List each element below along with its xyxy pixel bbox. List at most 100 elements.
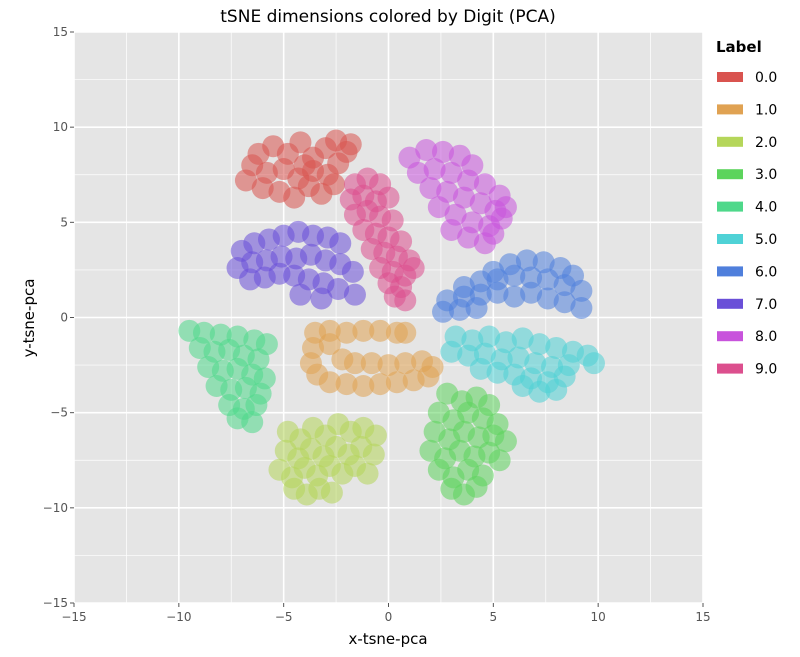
legend-title: Label (716, 38, 762, 56)
data-point (245, 394, 268, 417)
data-point (341, 260, 364, 283)
chart-title: tSNE dimensions colored by Digit (PCA) (220, 7, 555, 27)
legend-swatch (717, 266, 743, 277)
legend-label: 5.0 (755, 232, 777, 248)
data-point (329, 232, 352, 255)
tick-labels: −15−15 −10 −10 −5 −5 0 0 5 5 10 10 15 15 (43, 25, 711, 624)
y-tick-label: 5 (60, 215, 68, 229)
data-point (553, 274, 576, 297)
data-point (457, 169, 480, 192)
data-point (482, 222, 505, 245)
data-point (503, 285, 526, 308)
legend-swatch (717, 363, 743, 374)
y-tick-label: −15 (43, 596, 68, 610)
data-point (360, 352, 383, 375)
legend-label: 8.0 (755, 329, 777, 345)
data-point (469, 357, 492, 380)
data-point (511, 327, 534, 350)
series-4.0 (178, 319, 278, 434)
y-tick-label: 15 (53, 25, 68, 39)
x-tick-label: 0 (385, 610, 393, 624)
data-point (318, 371, 341, 394)
legend-label: 4.0 (755, 200, 777, 216)
data-point (362, 443, 385, 466)
x-tick-label: 15 (695, 610, 710, 624)
legend-swatch (717, 72, 743, 82)
data-point (293, 154, 316, 177)
legend-label: 2.0 (755, 135, 777, 151)
data-point (289, 283, 312, 306)
data-point (440, 161, 463, 184)
legend-label: 3.0 (755, 167, 777, 183)
y-tick-label: 0 (60, 311, 68, 325)
data-point (488, 449, 511, 472)
x-tick-label: −15 (61, 610, 86, 624)
data-point (528, 380, 551, 403)
x-tick-label: 10 (591, 610, 606, 624)
data-point (352, 375, 375, 398)
series-8.0 (398, 139, 517, 255)
legend-label: 0.0 (755, 70, 777, 86)
data-point (432, 140, 455, 163)
data-point (570, 296, 593, 319)
data-point (528, 333, 551, 356)
data-point (520, 281, 543, 304)
data-point (452, 186, 475, 209)
series-7.0 (226, 220, 366, 310)
data-point (356, 462, 379, 485)
series-9.0 (339, 167, 425, 312)
data-point (339, 133, 362, 156)
data-point (478, 325, 501, 348)
series-1.0 (299, 319, 444, 398)
data-point (545, 336, 568, 359)
data-point (440, 340, 463, 363)
series-2.0 (268, 413, 387, 506)
data-point (570, 279, 593, 302)
data-point (318, 333, 341, 356)
legend-label: 7.0 (755, 297, 777, 313)
data-point (381, 209, 404, 232)
data-points (178, 129, 605, 506)
data-point (515, 249, 538, 272)
data-point (406, 161, 429, 184)
data-point (289, 131, 312, 154)
y-tick-label: −10 (43, 501, 68, 515)
series-5.0 (440, 325, 605, 403)
data-point (343, 283, 366, 306)
legend-swatch (717, 201, 743, 212)
data-point (335, 373, 358, 396)
data-point (369, 373, 392, 396)
data-point (377, 354, 400, 377)
data-point (251, 177, 274, 200)
data-point (457, 226, 480, 249)
legend: 0.0 1.0 2.0 3.0 4.0 5.0 6.0 7.0 8.0 9.0 (717, 70, 777, 378)
data-point (335, 321, 358, 344)
data-point (394, 321, 417, 344)
x-tick-label: −10 (166, 610, 191, 624)
legend-swatch (717, 136, 743, 147)
data-point (320, 481, 343, 504)
data-point (520, 266, 543, 289)
data-point (369, 319, 392, 342)
data-point (402, 257, 425, 280)
data-point (247, 142, 270, 165)
x-axis-label: x-tsne-pca (348, 630, 427, 648)
y-tick-label: 10 (53, 120, 68, 134)
legend-label: 6.0 (755, 264, 777, 280)
data-point (448, 298, 471, 321)
data-point (553, 291, 576, 314)
legend-swatch (717, 169, 743, 180)
data-point (327, 277, 350, 300)
data-point (440, 218, 463, 241)
data-point (536, 268, 559, 291)
data-point (582, 352, 605, 375)
data-point (377, 186, 400, 209)
series-6.0 (432, 249, 593, 323)
data-point (486, 361, 509, 384)
data-point (427, 196, 450, 219)
data-point (310, 287, 333, 310)
x-tick-label: 5 (490, 610, 498, 624)
data-point (486, 281, 509, 304)
legend-swatch (717, 298, 743, 309)
